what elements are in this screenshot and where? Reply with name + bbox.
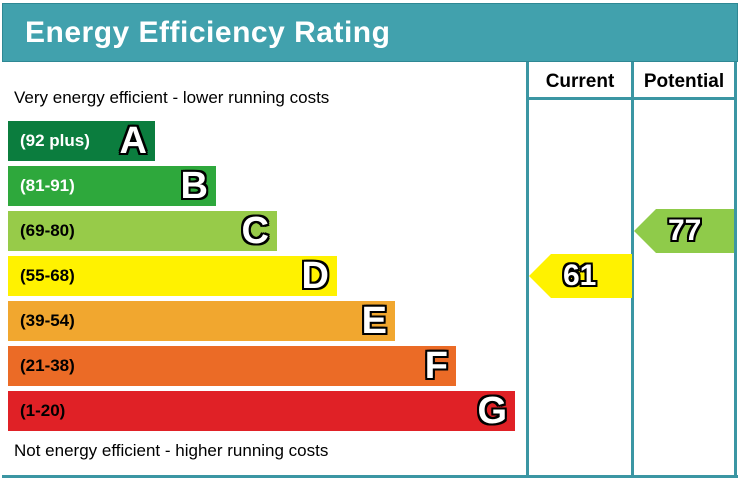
table-border-right xyxy=(734,62,737,478)
bottom-note: Not energy efficient - higher running co… xyxy=(14,441,329,460)
band-row-c: (69-80) C xyxy=(8,211,277,251)
band-range-label: (21-38) xyxy=(20,356,75,375)
band-range-label: (1-20) xyxy=(20,401,66,420)
band-row-e: (39-54) E xyxy=(8,301,395,341)
bottom-border-line xyxy=(2,475,738,478)
table-border-between-columns xyxy=(631,62,634,478)
band-letter: B xyxy=(180,165,208,207)
table-border-left-of-current xyxy=(526,62,529,478)
band-letter: G xyxy=(477,390,507,432)
page-title: Energy Efficiency Rating xyxy=(25,15,391,49)
band-letter: C xyxy=(241,210,269,252)
band-letter: A xyxy=(119,120,147,162)
band-range-label: (55-68) xyxy=(20,266,75,285)
band-row-g: (1-20) G xyxy=(8,391,515,431)
band-range-label: (39-54) xyxy=(20,311,75,330)
band-row-f: (21-38) F xyxy=(8,346,456,386)
current-rating-arrow: 61 xyxy=(529,254,632,298)
band-letter: D xyxy=(301,255,329,297)
band-range-label: (69-80) xyxy=(20,221,75,240)
band-letter: F xyxy=(424,345,448,387)
band-range-label: (81-91) xyxy=(20,176,75,195)
top-note: Very energy efficient - lower running co… xyxy=(14,88,330,107)
band-row-a: (92 plus) A xyxy=(8,121,155,161)
title-bar: Energy Efficiency Rating xyxy=(2,3,738,62)
band-row-d: (55-68) D xyxy=(8,256,337,296)
header-divider-line xyxy=(526,97,737,100)
current-rating-value: 61 xyxy=(563,259,597,292)
band-row-b: (81-91) B xyxy=(8,166,216,206)
potential-rating-arrow: 77 xyxy=(634,209,734,253)
band-range-label: (92 plus) xyxy=(20,131,90,150)
potential-column-header: Potential xyxy=(643,71,725,92)
band-letter: E xyxy=(361,300,387,342)
potential-rating-value: 77 xyxy=(668,214,702,247)
current-column-header: Current xyxy=(545,71,615,92)
